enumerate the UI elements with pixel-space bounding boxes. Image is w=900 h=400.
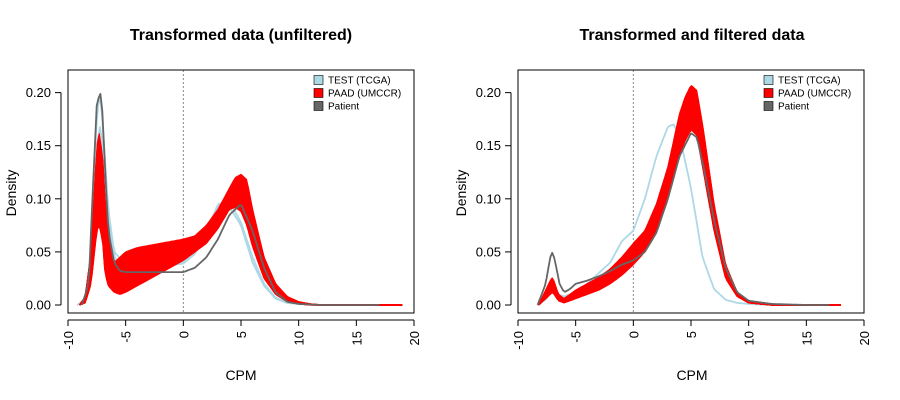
density-line-paad-10 bbox=[538, 120, 841, 306]
x-tick-label: 0 bbox=[626, 331, 641, 338]
legend-swatch bbox=[313, 101, 324, 111]
legend-swatch bbox=[313, 75, 324, 85]
legend-swatch bbox=[763, 101, 774, 111]
density-line-paad-22 bbox=[538, 109, 841, 306]
y-tick-label: 0.10 bbox=[26, 191, 51, 206]
legend-label: TEST (TCGA) bbox=[778, 76, 841, 87]
density-line-patient-0 bbox=[80, 93, 380, 306]
chart-title: Transformed and filtered data bbox=[580, 27, 805, 44]
y-tick-label: 0.05 bbox=[26, 244, 51, 259]
x-axis-label: CPM bbox=[225, 367, 256, 383]
density-line-paad-3 bbox=[538, 126, 841, 306]
density-line-paad-15 bbox=[538, 116, 841, 306]
y-axis: 0.00 0.05 0.10 0.15 0.20 bbox=[26, 85, 62, 313]
legend-swatch bbox=[763, 75, 774, 85]
x-tick-label: 10 bbox=[742, 331, 757, 345]
density-line-paad-9 bbox=[538, 121, 841, 306]
x-tick-label: -10 bbox=[511, 331, 526, 350]
density-line-paad-6 bbox=[538, 124, 841, 306]
y-tick-label: 0.05 bbox=[476, 244, 501, 259]
legend-swatch bbox=[763, 88, 774, 98]
density-line-paad-19 bbox=[538, 112, 841, 306]
series-group bbox=[536, 70, 841, 313]
plot-area bbox=[517, 69, 865, 314]
x-tick-label: -5 bbox=[119, 331, 134, 343]
plot-frame bbox=[67, 69, 415, 314]
density-line-paad-18 bbox=[538, 113, 841, 306]
density-line-paad-20 bbox=[538, 111, 841, 306]
y-tick-label: 0.10 bbox=[476, 191, 501, 206]
density-line-paad-21 bbox=[538, 110, 841, 306]
plot-frame bbox=[517, 69, 865, 314]
density-line-paad-0 bbox=[538, 129, 841, 306]
y-axis-label: Density bbox=[3, 170, 19, 217]
legend-swatch bbox=[313, 88, 324, 98]
density-line-paad-11 bbox=[538, 119, 841, 306]
density-line-paad-7 bbox=[538, 123, 841, 306]
legend-label: Patient bbox=[778, 102, 809, 113]
series-group bbox=[76, 70, 403, 313]
y-tick-label: 0.15 bbox=[26, 138, 51, 153]
density-line-paad-1 bbox=[538, 128, 841, 306]
y-tick-label: 0.00 bbox=[476, 298, 501, 313]
chart-title: Transformed data (unfiltered) bbox=[130, 27, 352, 44]
chart-unfiltered: Transformed data (unfiltered) CPM Densit… bbox=[3, 27, 422, 383]
y-tick-label: 0.00 bbox=[26, 298, 51, 313]
density-line-paad-12 bbox=[538, 118, 841, 306]
density-line-paad-14 bbox=[538, 116, 841, 306]
x-tick-label: 10 bbox=[292, 331, 307, 345]
legend: TEST (TCGA) PAAD (UMCCR) Patient bbox=[313, 75, 401, 113]
legend-label: PAAD (UMCCR) bbox=[778, 89, 851, 100]
legend-label: Patient bbox=[328, 102, 359, 113]
density-line-paad-23 bbox=[538, 108, 841, 306]
x-axis: -10 -5 0 5 10 15 20 bbox=[511, 319, 872, 350]
density-line-paad-13 bbox=[538, 117, 841, 306]
y-tick-label: 0.20 bbox=[476, 85, 501, 100]
density-line-paad-2 bbox=[538, 127, 841, 306]
density-line-paad-16 bbox=[538, 115, 841, 306]
density-line-paad-5 bbox=[538, 125, 841, 306]
x-tick-label: 0 bbox=[176, 331, 191, 338]
x-tick-label: -10 bbox=[61, 331, 76, 350]
x-tick-label: 20 bbox=[407, 331, 422, 345]
legend: TEST (TCGA) PAAD (UMCCR) Patient bbox=[763, 75, 851, 113]
density-line-paad-24 bbox=[538, 107, 841, 306]
x-tick-label: 5 bbox=[684, 331, 699, 338]
density-line-paad-17 bbox=[538, 114, 841, 306]
y-axis: 0.00 0.05 0.10 0.15 0.20 bbox=[476, 85, 512, 313]
y-tick-label: 0.20 bbox=[26, 85, 51, 100]
legend-label: PAAD (UMCCR) bbox=[328, 89, 401, 100]
y-axis-label: Density bbox=[453, 170, 469, 217]
x-tick-label: -5 bbox=[569, 331, 584, 343]
x-axis: -10 -5 0 5 10 15 20 bbox=[61, 319, 422, 350]
x-tick-label: 15 bbox=[799, 331, 814, 345]
x-axis-label: CPM bbox=[676, 367, 707, 383]
y-tick-label: 0.15 bbox=[476, 138, 501, 153]
x-tick-label: 15 bbox=[349, 331, 364, 345]
x-tick-label: 5 bbox=[234, 331, 249, 338]
legend-label: TEST (TCGA) bbox=[328, 76, 391, 87]
density-line-paad-8 bbox=[538, 122, 841, 306]
chart-filtered: Transformed and filtered data CPM Densit… bbox=[453, 27, 872, 383]
density-line-paad-4 bbox=[538, 126, 841, 306]
plot-area bbox=[67, 69, 415, 314]
density-line-patient-0 bbox=[536, 132, 830, 306]
x-tick-label: 20 bbox=[857, 331, 872, 345]
